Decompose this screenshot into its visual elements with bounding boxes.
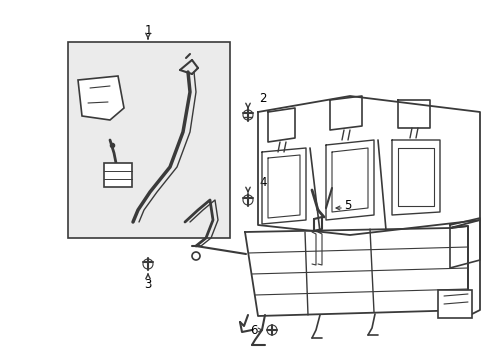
Bar (437, 290, 471, 318)
Text: 4: 4 (259, 176, 266, 189)
Polygon shape (78, 76, 124, 120)
Text: 2: 2 (259, 91, 266, 104)
Text: 3: 3 (144, 278, 151, 291)
Bar (68, 42, 229, 238)
Text: 5: 5 (344, 198, 351, 212)
Text: 1: 1 (144, 23, 151, 36)
Text: 6: 6 (250, 324, 257, 337)
Bar (104, 163, 132, 187)
